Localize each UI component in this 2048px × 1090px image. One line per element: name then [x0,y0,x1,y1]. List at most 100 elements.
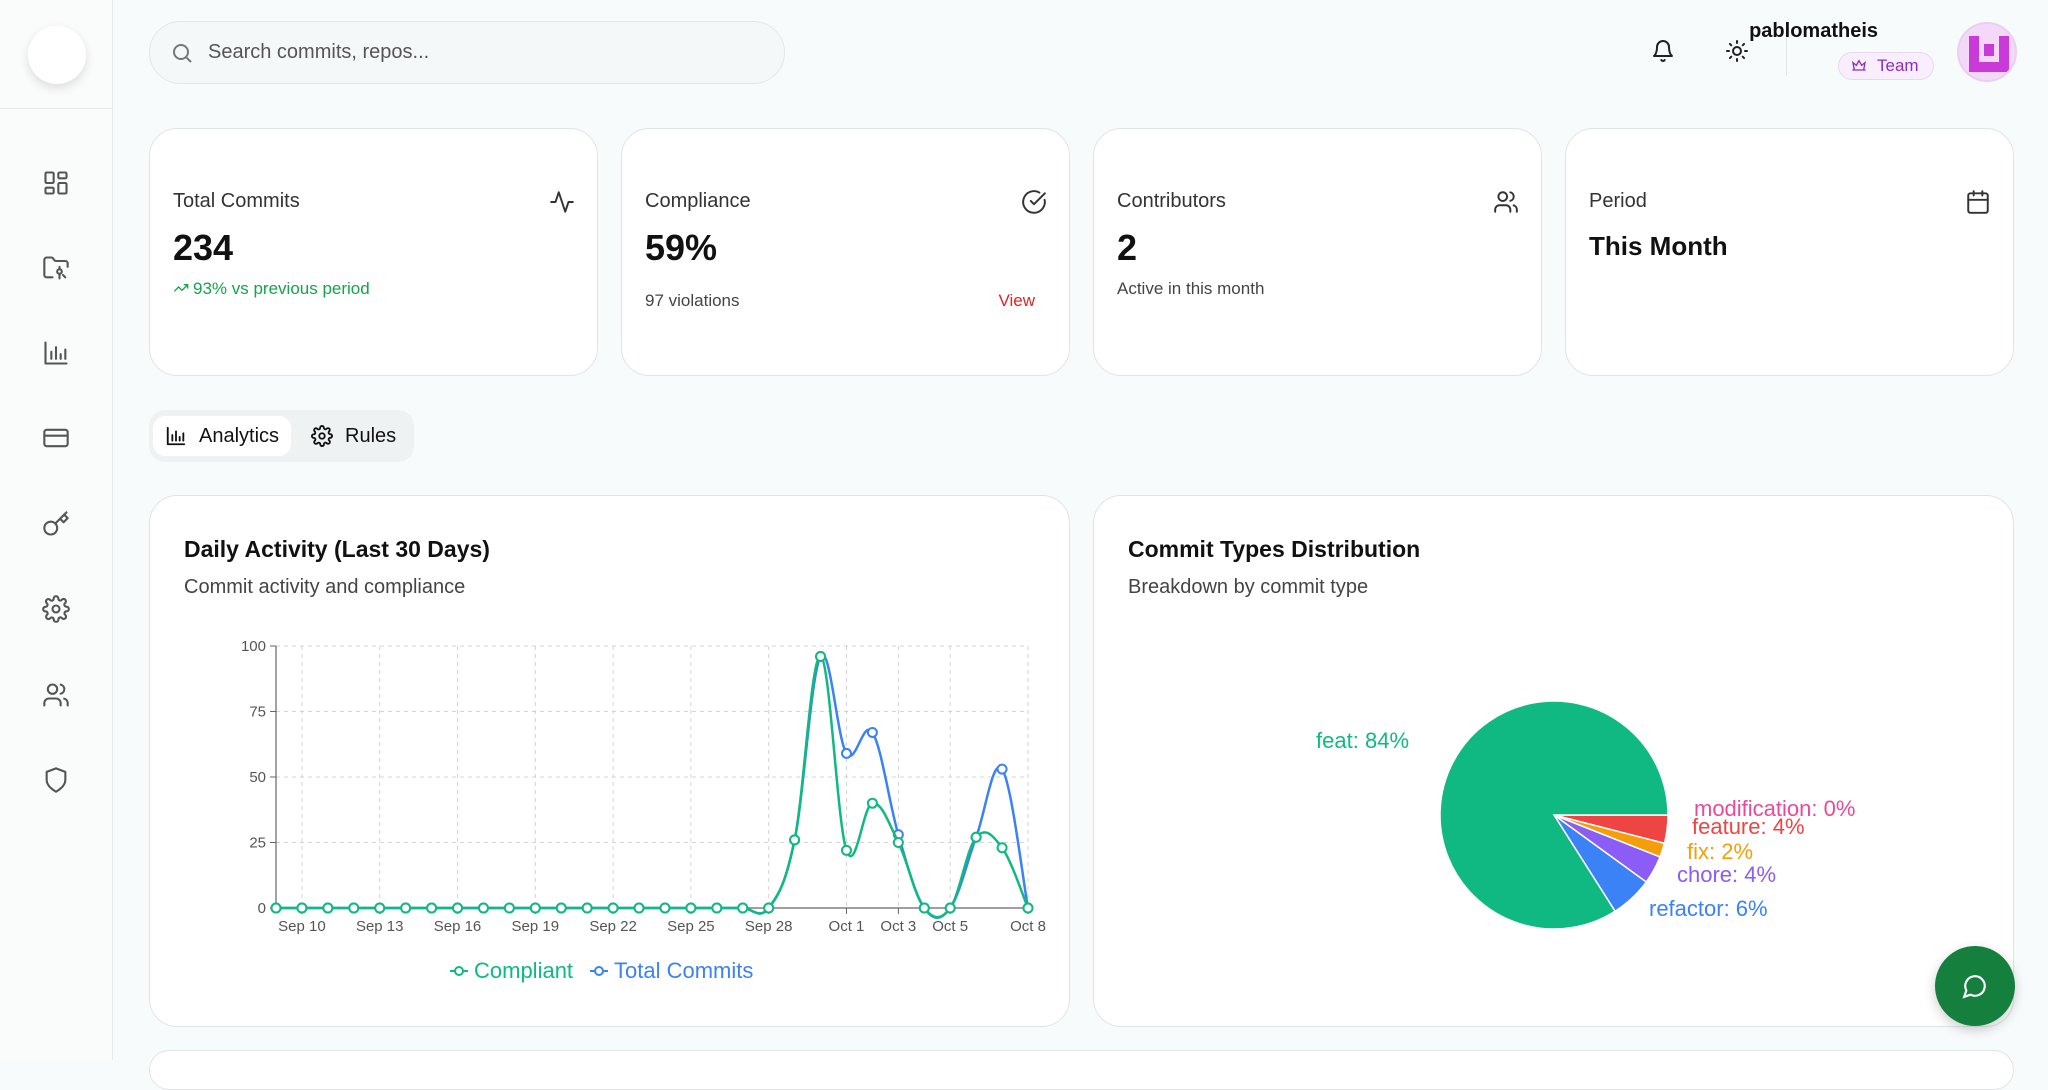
bar-chart-icon[interactable] [36,333,76,373]
compliant-point [970,831,982,843]
legend-marker [454,966,464,976]
users-icon [1493,189,1519,215]
key-icon[interactable] [36,504,76,544]
daily-activity-panel: Daily Activity (Last 30 Days) Commit act… [149,495,1070,1027]
username[interactable]: pablomatheis [1749,20,1878,42]
compliant-point [322,902,334,914]
compliant-point [815,650,827,662]
compliant-point [477,902,489,914]
x-tick-label: Sep 13 [356,918,404,935]
search-input[interactable] [208,41,748,64]
next-section-card [149,1050,2014,1090]
commit-types-panel: Commit Types Distribution Breakdown by c… [1093,495,2014,1027]
commit-types-chart: modification: 0%feature: 4%fix: 2%chore:… [1316,700,1855,930]
stat-trend: 93% vs previous period [173,279,370,299]
compliant-point [555,902,567,914]
total-commits-line [276,653,1030,919]
crown-icon [1852,59,1866,71]
search-bar[interactable] [149,21,785,84]
stat-trend-text: 93% vs previous period [193,279,370,298]
compliant-point [270,902,282,914]
compliant-point [737,902,749,914]
total-commits-point [866,726,878,738]
view-violations-link[interactable]: View [998,291,1035,310]
compliant-point [918,902,930,914]
compliant-point [503,902,515,914]
pie-label-refactor: refactor: 6% [1649,896,1768,921]
stat-value: 59% [645,227,718,268]
stat-value: 234 [173,227,234,268]
compliant-point [348,902,360,914]
panel-subtitle: Breakdown by commit type [1128,576,1369,598]
compliant-point [659,902,671,914]
x-tick-label: Oct 5 [932,918,968,935]
y-tick-label: 25 [249,835,266,852]
users-icon[interactable] [36,675,76,715]
settings-icon [311,425,333,447]
stat-label: Contributors [1117,190,1226,212]
compliant-point [789,834,801,846]
pie-label-chore: chore: 4% [1677,862,1776,887]
sidebar-divider [0,108,113,109]
stat-card-contributors: Contributors 2 Active in this month [1093,128,1542,376]
bell-icon[interactable] [1645,33,1681,69]
stat-label: Total Commits [173,190,300,212]
compliant-point [944,902,956,914]
compliant-point [996,842,1008,854]
legend-marker [594,966,604,976]
total-commits-point [840,747,852,759]
x-tick-label: Oct 1 [829,918,865,935]
compliant-point [892,837,904,848]
legend-total-commits: Total Commits [614,958,753,983]
chat-button[interactable] [1935,946,2015,1026]
avatar[interactable] [1957,22,2017,82]
sun-icon[interactable] [1719,33,1755,69]
panel-subtitle: Commit activity and compliance [184,576,466,598]
shield-icon[interactable] [36,760,76,800]
compliant-point [633,902,645,914]
stat-value: 2 [1117,227,1138,268]
folder-git-icon[interactable] [36,248,76,288]
x-tick-label: Oct 8 [1010,918,1046,935]
tab-rules[interactable]: Rules [307,416,404,456]
stat-card-period: Period This Month [1565,128,2014,376]
check-circle-icon [1021,189,1047,215]
stat-card-compliance: Compliance 59% 97 violations View [621,128,1070,376]
view-tabs: Analytics Rules [149,410,414,462]
pie-label-fix: fix: 2% [1687,839,1753,864]
y-tick-label: 100 [241,638,266,655]
compliant-point [529,902,541,914]
compliant-point [400,902,412,914]
compliant-point [296,902,308,914]
x-tick-label: Sep 10 [278,918,326,935]
tab-analytics[interactable]: Analytics [153,416,292,456]
x-tick-label: Sep 16 [434,918,482,935]
compliant-point [374,902,386,914]
compliant-point [1022,902,1034,914]
sidebar [0,0,113,1060]
x-tick-label: Sep 28 [745,918,793,935]
compliant-point [452,902,464,914]
compliant-point [581,902,593,914]
compliant-point [763,902,775,914]
compliant-line [276,655,1030,919]
logo[interactable] [28,26,86,84]
compliant-point [426,902,438,914]
compliant-point [840,844,852,856]
credit-card-icon[interactable] [36,418,76,458]
y-tick-label: 0 [258,900,266,917]
tab-label: Analytics [199,424,280,447]
settings-icon[interactable] [36,589,76,629]
dashboard-icon[interactable] [36,163,76,203]
panel-title: Commit Types Distribution [1128,536,1421,562]
y-tick-label: 50 [249,769,266,786]
stat-card-total-commits: Total Commits 234 93% vs previous period [149,128,598,376]
compliant-point [685,902,697,914]
daily-activity-chart: 0 25 50 75 100 Sep 10 Sep 13 Sep 16 Sep 19 Sep 22… [241,638,1046,983]
legend-compliant: Compliant [474,958,573,983]
calendar-icon [1965,189,1991,215]
stat-sub: Active in this month [1117,279,1265,298]
x-tick-label: Sep 19 [512,918,560,935]
total-commits-point [996,763,1008,775]
message-circle-icon [1962,975,1986,999]
